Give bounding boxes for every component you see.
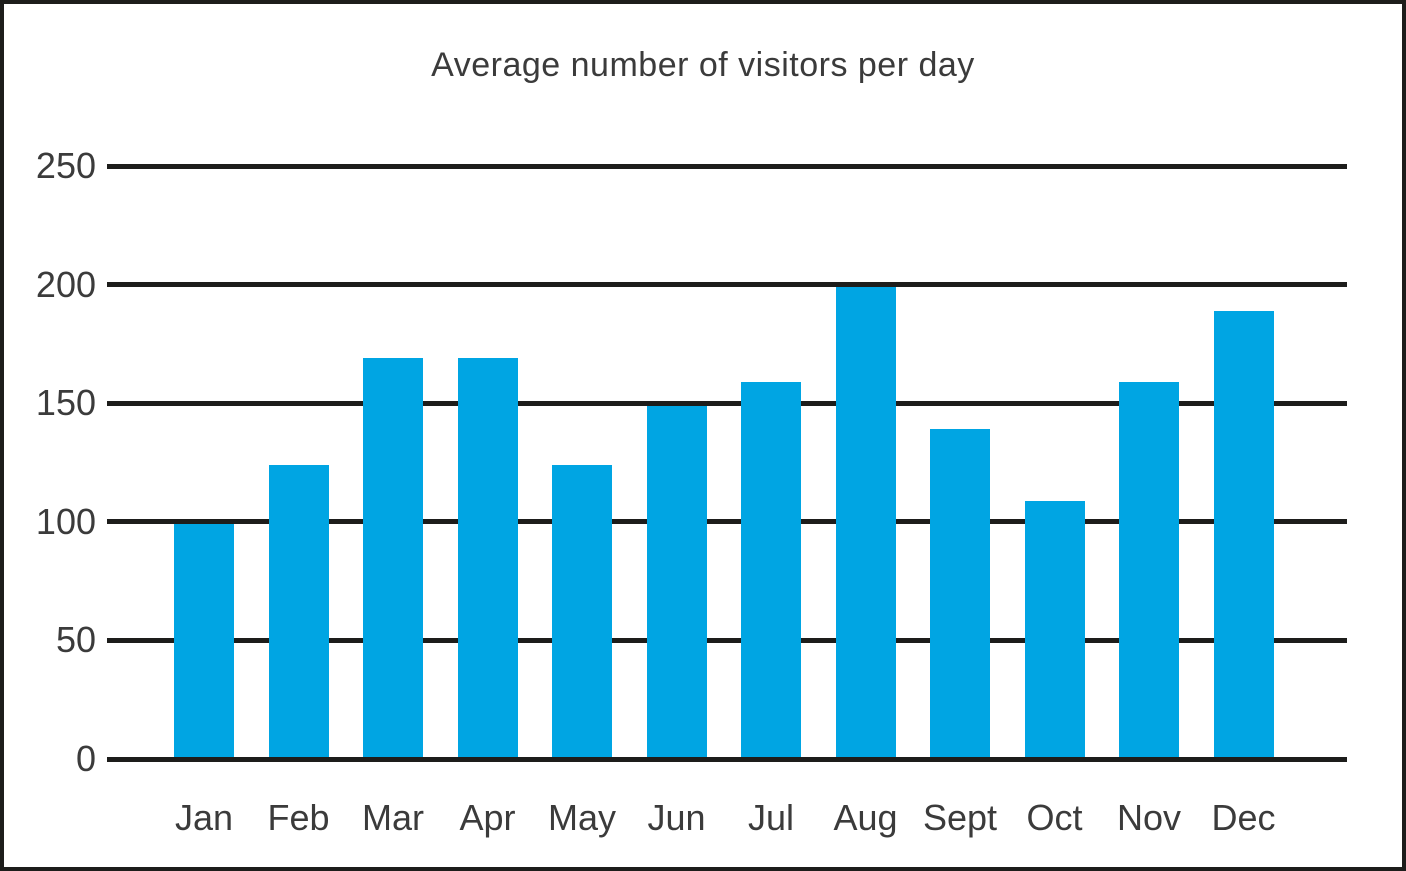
y-tick-label-50: 50 bbox=[55, 619, 96, 661]
x-tick-label-mar: Mar bbox=[362, 797, 424, 838]
bar-jun bbox=[646, 405, 707, 757]
bar-dec bbox=[1213, 310, 1274, 757]
x-tick-label-sept: Sept bbox=[922, 797, 998, 838]
x-tick-label-may: May bbox=[547, 797, 617, 838]
gridline-50 bbox=[107, 637, 1347, 643]
x-tick-label-aug: Aug bbox=[833, 797, 898, 838]
bar-oct bbox=[1024, 500, 1085, 757]
plot-area: 0 50 100 150 200 250 Jan Feb Mar Apr May Jun Jul Aug… bbox=[36, 148, 1347, 836]
bar-feb bbox=[268, 465, 329, 757]
gridline-200 bbox=[107, 282, 1347, 288]
y-tick-label-250: 250 bbox=[35, 145, 96, 186]
bar-mar bbox=[363, 358, 423, 757]
x-tick-label-dec: Dec bbox=[1211, 797, 1276, 838]
y-tick-label-150: 150 bbox=[35, 382, 96, 424]
y-tick-label-0: 0 bbox=[75, 738, 96, 779]
chart-title: Average number of visitors per day bbox=[431, 46, 975, 84]
x-tick-label-nov: Nov bbox=[1116, 797, 1182, 838]
bar-sept bbox=[930, 429, 990, 757]
gridline-100 bbox=[107, 519, 1347, 525]
y-tick-label-200: 200 bbox=[35, 263, 96, 305]
gridline-150 bbox=[107, 400, 1347, 406]
x-tick-label-apr: Apr bbox=[459, 797, 516, 838]
gridline-0 bbox=[107, 756, 1347, 762]
bar-may bbox=[552, 465, 612, 757]
bar-apr bbox=[457, 358, 518, 757]
x-tick-label-feb: Feb bbox=[267, 797, 330, 838]
bar-nov bbox=[1119, 381, 1179, 757]
bar-jul bbox=[741, 381, 801, 757]
bar-aug bbox=[835, 287, 896, 757]
x-tick-label-jul: Jul bbox=[747, 797, 795, 838]
x-tick-label-jan: Jan bbox=[174, 797, 234, 838]
x-tick-label-jun: Jun bbox=[647, 797, 706, 838]
x-tick-label-oct: Oct bbox=[1026, 797, 1083, 838]
y-tick-label-100: 100 bbox=[35, 500, 96, 542]
gridline-250 bbox=[107, 163, 1347, 169]
bar-jan bbox=[174, 524, 234, 757]
